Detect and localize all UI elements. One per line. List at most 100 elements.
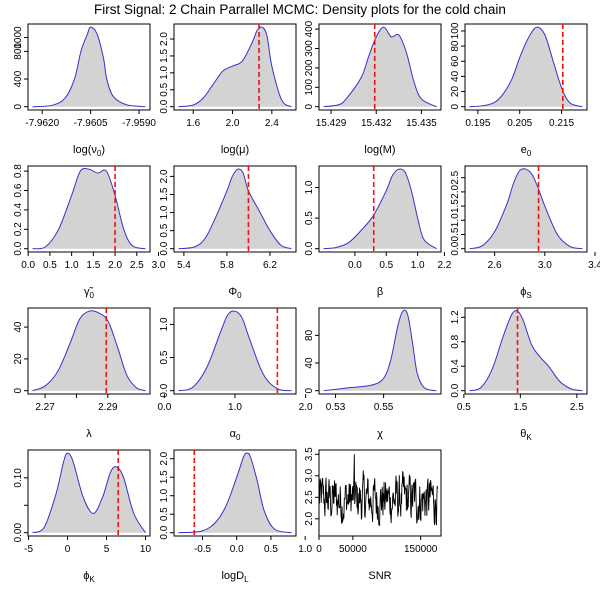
y-tick-label: 0.0 [13, 241, 24, 255]
x-axis-label: log(M) [364, 144, 395, 156]
x-tick-label: 3.4 [588, 260, 600, 271]
density-area [469, 310, 583, 391]
x-tick-label: 6.2 [263, 260, 277, 271]
y-tick-label: 0.4 [450, 359, 461, 373]
plot-box [27, 165, 151, 253]
y-tick-label: 1.5 [159, 49, 170, 63]
x-tick-label: 1.6 [186, 118, 200, 129]
density-area [32, 27, 146, 107]
panel-5: 0.0 0.5 1.0 1.5 2.0 2.5 3.0 0.0 0.2 0.4 0.6 0.8 γ̃0 [13, 164, 166, 300]
y-tick-label: 1.0 [159, 205, 170, 219]
x-tick-label: 10 [140, 544, 152, 555]
y-tick-label: 1.0 [159, 488, 170, 502]
plot-box [173, 165, 297, 253]
plot-box [27, 307, 151, 395]
x-tick-label: 0.5 [457, 402, 471, 413]
panel-12: 0.5 1.5 2.5 0.0 0.4 0.8 1.2 θK [450, 307, 588, 442]
y-tick-label: 0.00 [13, 523, 24, 543]
y-tick-label: 0.5 [304, 211, 315, 225]
density-area [178, 26, 292, 107]
x-tick-label: 5.4 [177, 260, 191, 271]
y-tick-label: 400 [304, 20, 315, 37]
panel-15: 0 50000 150000 2.0 2.5 3.0 3.5 SNR [304, 447, 442, 582]
y-tick-label: 0.0 [304, 241, 315, 255]
x-tick-label: -5 [24, 544, 33, 555]
plot-box [27, 23, 151, 111]
x-tick-label: 0.55 [374, 402, 394, 413]
panel-7: 0.0 0.5 1.0 0.0 0.5 1.0 β [304, 165, 442, 298]
density-area [32, 453, 146, 533]
x-axis-label: β [377, 286, 383, 298]
x-tick-label: 0.5 [379, 260, 393, 271]
x-tick-label: 2.4 [265, 118, 279, 129]
y-tick-label: 1.0 [304, 180, 315, 194]
x-axis-label: ϕS [520, 286, 532, 300]
density-curve [32, 26, 146, 108]
plot-box [464, 23, 588, 111]
density-curve [178, 168, 292, 250]
y-tick-label: 0 [304, 387, 315, 393]
density-curve [178, 452, 292, 534]
y-tick-label: 1.0 [159, 317, 170, 331]
y-tick-label: 0.5 [159, 507, 170, 521]
x-axis-label: log(μ) [221, 144, 249, 156]
trace-line [318, 454, 439, 526]
plot-box [173, 23, 297, 111]
density-curve [323, 26, 437, 108]
density-curve [178, 26, 292, 108]
y-tick-label: 0.5 [450, 227, 461, 241]
density-curve [32, 452, 146, 534]
plot-box [27, 449, 151, 537]
x-tick-label: 0 [65, 544, 71, 555]
density-curve [178, 310, 292, 392]
x-tick-label: 2.5 [570, 402, 584, 413]
panel-2: 1.6 2.0 2.4 0.0 0.5 1.0 1.5 2.0 log(μ) [159, 23, 297, 156]
x-tick-label: 15.432 [361, 118, 392, 129]
y-tick-label: 3.0 [304, 468, 315, 482]
y-tick-label: 60 [450, 55, 461, 67]
y-tick-label: 1.0 [159, 65, 170, 79]
density-curve [323, 309, 437, 392]
y-tick-label: 0.5 [159, 223, 170, 237]
y-tick-label: 0.0 [159, 383, 170, 397]
y-tick-label: 2.5 [304, 490, 315, 504]
x-tick-label: 0.5 [264, 544, 278, 555]
x-tick-label: 0.0 [21, 260, 35, 271]
x-tick-label: 2.2 [437, 260, 451, 271]
density-area [469, 27, 583, 107]
density-curve [469, 168, 583, 250]
x-tick-label: 0.0 [348, 260, 362, 271]
x-tick-label: 0.53 [326, 402, 346, 413]
y-tick-label: 800 [13, 43, 24, 60]
x-axis-label: α0 [230, 428, 241, 442]
x-tick-label: 5 [104, 544, 110, 555]
y-tick-label: 0.0 [450, 383, 461, 397]
x-tick-label: 0.0 [230, 544, 244, 555]
y-tick-label: 0.0 [159, 241, 170, 255]
y-tick-label: 40 [13, 321, 24, 333]
density-area [469, 168, 583, 249]
x-tick-label: 0.215 [549, 118, 574, 129]
density-area [323, 310, 437, 391]
plot-box [318, 307, 442, 395]
y-tick-label: 1000 [13, 26, 24, 49]
x-tick-label: 2.27 [35, 402, 55, 413]
x-tick-label: 15.435 [406, 118, 437, 129]
y-tick-label: 20 [450, 86, 461, 98]
x-tick-label: 0 [316, 544, 322, 555]
y-tick-label: 200 [304, 59, 315, 76]
y-tick-label: 0.0 [450, 241, 461, 255]
x-tick-label: 1.0 [298, 544, 312, 555]
y-tick-label: 1.2 [450, 310, 461, 324]
x-axis-label: e0 [521, 144, 532, 158]
x-axis-label: logDL [221, 570, 249, 584]
x-axis-label: θK [520, 428, 532, 442]
y-tick-label: 20 [13, 353, 24, 365]
x-axis-label: log(ν0) [73, 144, 105, 158]
y-tick-label: 2.5 [450, 170, 461, 184]
x-axis-label: λ [86, 428, 92, 440]
x-axis-label: γ̃0 [84, 286, 95, 300]
